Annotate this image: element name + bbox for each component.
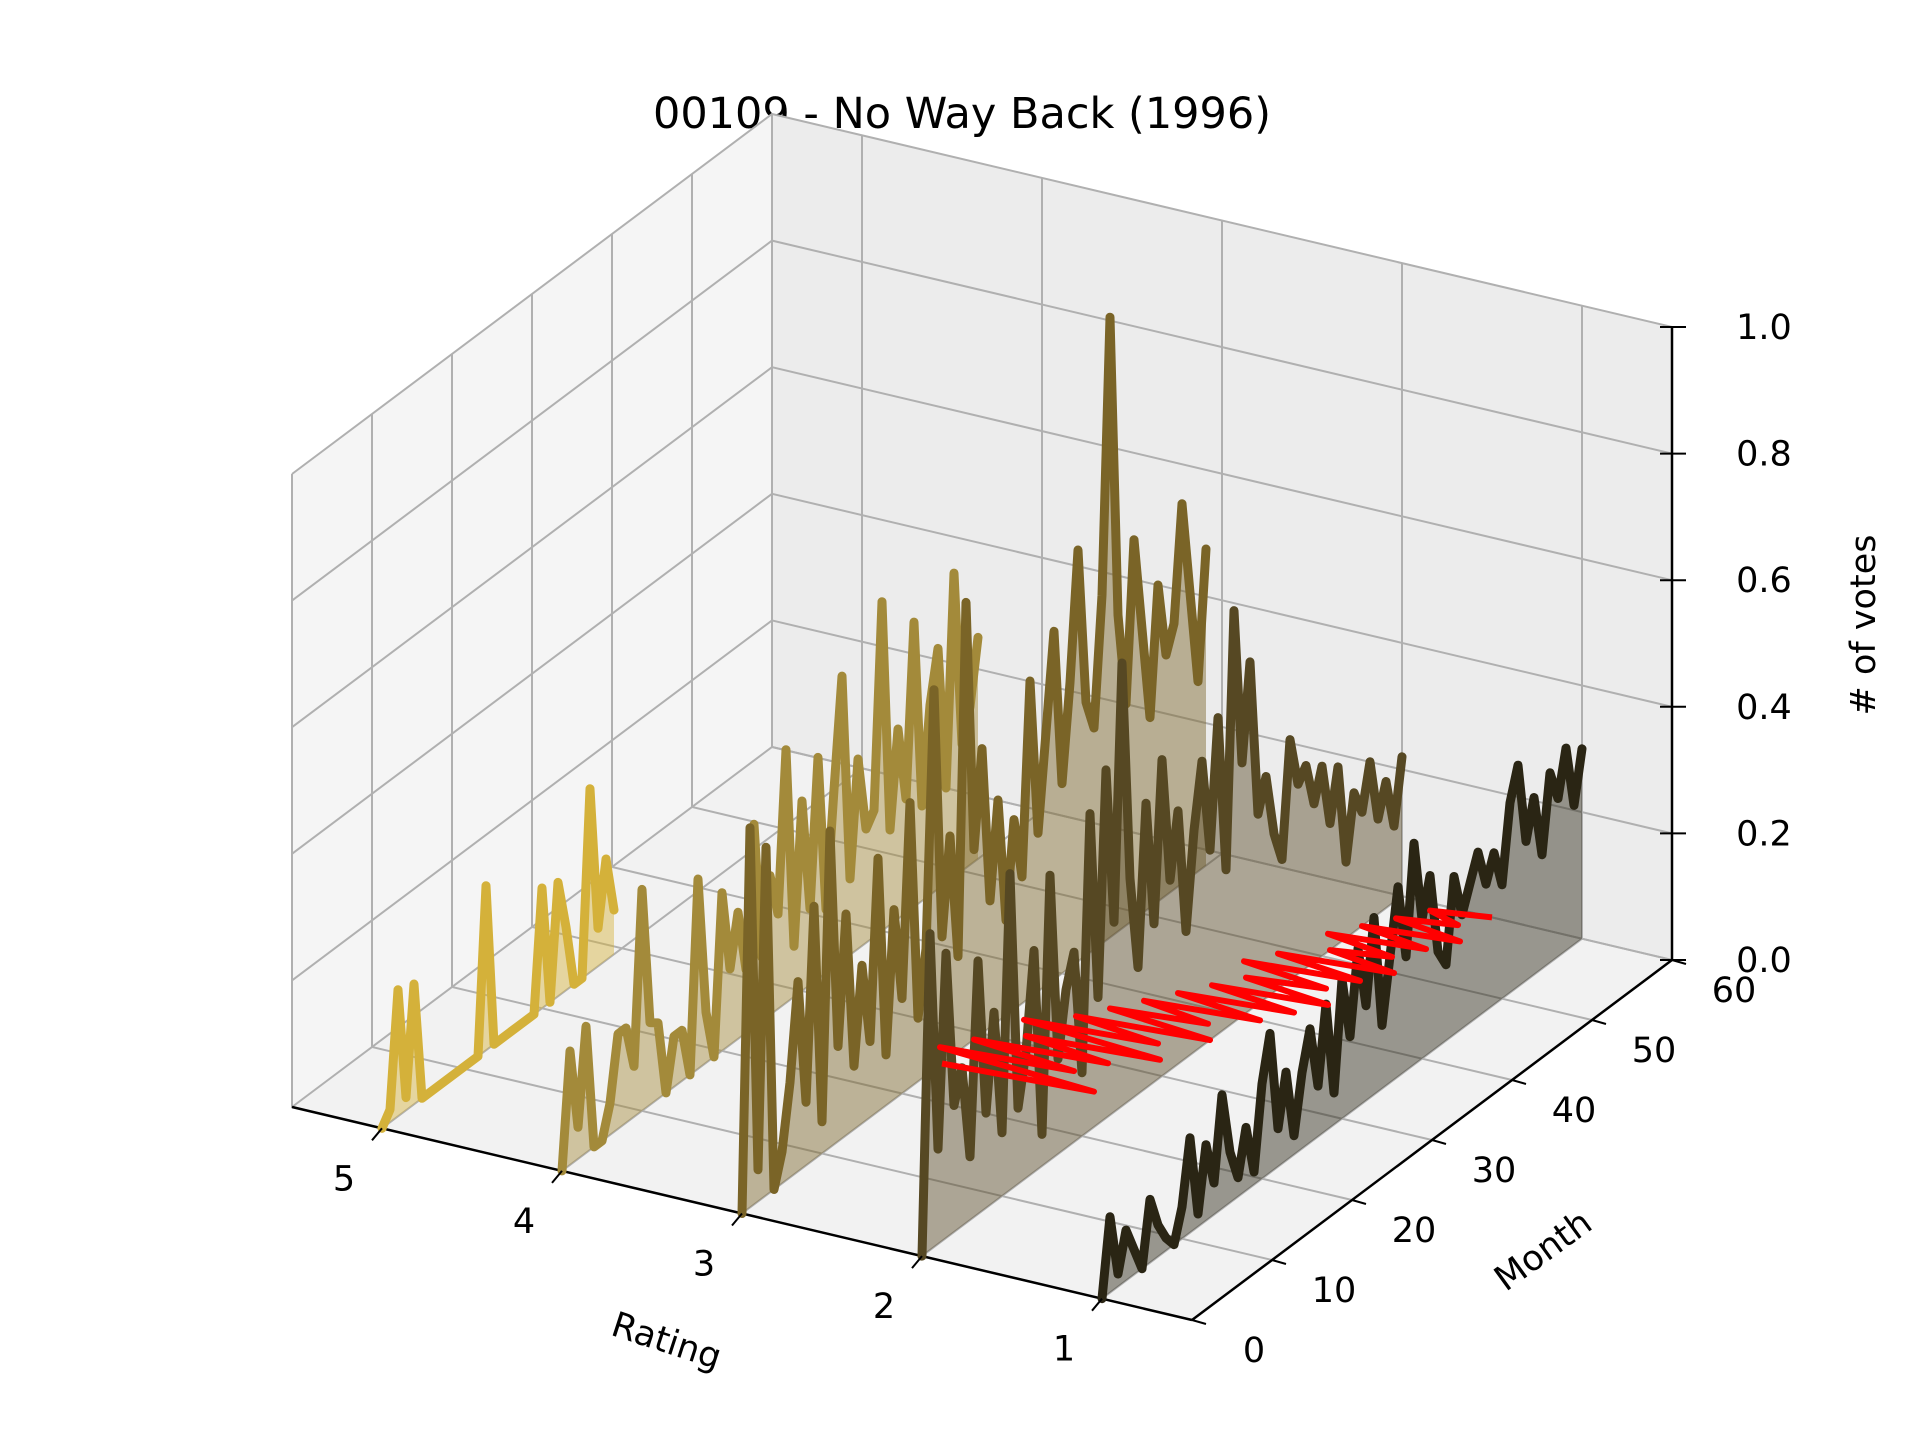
y-axis-label: Month [1487, 1203, 1599, 1300]
x-tick-mark [911, 1255, 923, 1269]
grid-line-votes [291, 239, 1673, 602]
y-tick-mark [1591, 1019, 1607, 1025]
series-line [737, 312, 1211, 1218]
series-area [562, 573, 978, 1171]
z-tick-label: 0.0 [1736, 941, 1792, 981]
grid-line-votes [291, 366, 1673, 729]
grid-line-votes [291, 112, 1673, 475]
y-tick-mark [1511, 1079, 1527, 1085]
floor-trace-line [937, 907, 1493, 1095]
series-line [917, 606, 1407, 1261]
series-area [922, 610, 1402, 1257]
y-tick-mark [1271, 1259, 1287, 1265]
y-tick-label: 10 [1312, 1271, 1357, 1311]
z-tick-label: 0.8 [1736, 435, 1792, 475]
y-tick-label: 50 [1632, 1031, 1677, 1071]
x-tick-label: 3 [693, 1245, 715, 1285]
y-tick-label: 40 [1552, 1091, 1597, 1131]
x-axis-label: Rating [607, 1305, 727, 1378]
z-tick-label: 0.6 [1736, 561, 1792, 601]
series-rating-2 [917, 606, 1407, 1261]
grid-lines [291, 112, 1673, 1321]
grid-line-votes [291, 492, 1673, 855]
series-rating-5 [377, 784, 619, 1133]
grid-line-votes [291, 745, 1673, 1108]
floor-trace [937, 907, 1493, 1095]
y-tick-mark [1431, 1139, 1447, 1145]
y-tick-label: 20 [1392, 1211, 1437, 1251]
z-tick-label: 1.0 [1736, 308, 1792, 348]
axis-panes [292, 114, 1672, 1320]
y-tick-label: 60 [1712, 971, 1757, 1011]
y-tick-mark [1191, 1319, 1207, 1325]
y-tick-label: 30 [1472, 1151, 1517, 1191]
z-tick-label: 0.4 [1736, 688, 1792, 728]
z-tick-label: 0.2 [1736, 814, 1792, 854]
chart-title: 00109 - No Way Back (1996) [653, 89, 1271, 139]
x-tick-label: 2 [873, 1287, 895, 1327]
x-tick-label: 1 [1053, 1330, 1075, 1370]
series-line [377, 784, 619, 1133]
x-tick-mark [731, 1212, 743, 1227]
z-axis-label: # of votes [1844, 535, 1884, 716]
x-tick-mark [1091, 1298, 1103, 1312]
y-tick-mark [1351, 1199, 1367, 1205]
y-tick-label: 0 [1243, 1331, 1265, 1371]
x-tick-label: 4 [513, 1202, 535, 1242]
x-tick-mark [371, 1127, 383, 1141]
x-tick-mark [551, 1170, 563, 1184]
x-tick-label: 5 [333, 1159, 355, 1199]
series-group [377, 312, 1587, 1304]
